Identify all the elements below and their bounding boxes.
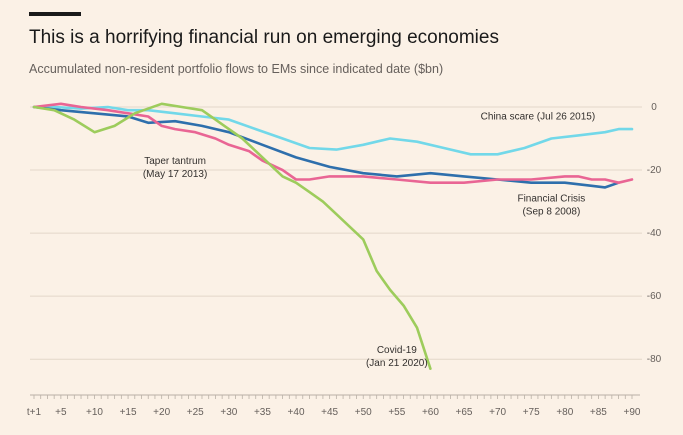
y-tick-label: -80 (647, 354, 662, 365)
x-tick-label: +15 (120, 407, 137, 418)
x-tick-label: +65 (456, 407, 473, 418)
y-tick-label: -20 (647, 165, 662, 176)
x-tick-label: +10 (86, 407, 103, 418)
x-tick-label: +5 (55, 407, 67, 418)
x-tick-label: +75 (523, 407, 540, 418)
x-tick-label: +30 (220, 407, 237, 418)
x-tick-label: +20 (153, 407, 170, 418)
y-tick-label: -40 (647, 228, 662, 239)
y-tick-label: 0 (651, 102, 657, 113)
gridlines (30, 106, 642, 360)
x-tick-label: +35 (254, 407, 271, 418)
x-tick-label: +80 (556, 407, 573, 418)
x-tick-label: +50 (355, 407, 372, 418)
x-tick-label: +70 (489, 407, 506, 418)
series-line (32, 105, 634, 156)
chart-subtitle: Accumulated non-resident portfolio flows… (29, 62, 444, 76)
series-annotation: China scare (Jul 26 2015) (481, 112, 596, 123)
brand-bar (29, 12, 81, 16)
series-line (32, 105, 620, 189)
x-tick-label: +25 (187, 407, 204, 418)
x-tick-label: +40 (288, 407, 305, 418)
x-tick-label: +85 (590, 407, 607, 418)
chart-title: This is a horrifying financial run on em… (29, 27, 499, 48)
x-tick-label: t+1 (27, 407, 42, 418)
series-annotation: Financial Crisis (Sep 8 2008) (517, 194, 585, 218)
series-line (32, 102, 634, 184)
y-axis: 0 -20 -40 -60 -80 (647, 102, 662, 365)
x-tick-label: +45 (321, 407, 338, 418)
x-tick-label: +55 (388, 407, 405, 418)
series-lines (32, 102, 634, 371)
y-tick-label: -60 (647, 291, 662, 302)
series-line (32, 102, 432, 371)
series-annotation: Covid-19 (Jan 21 2020) (366, 345, 428, 369)
x-tick-label: +90 (624, 407, 641, 418)
series-annotations: China scare (Jul 26 2015) Taper tantrum (M… (143, 112, 595, 369)
x-tick-label: +60 (422, 407, 439, 418)
series-annotation: Taper tantrum (May 17 2013) (143, 156, 207, 180)
x-axis: t+1 +5 +10 +15 +20 +25 +30 +35 +40 +45 +50 +55 +60 +6… (27, 394, 641, 418)
